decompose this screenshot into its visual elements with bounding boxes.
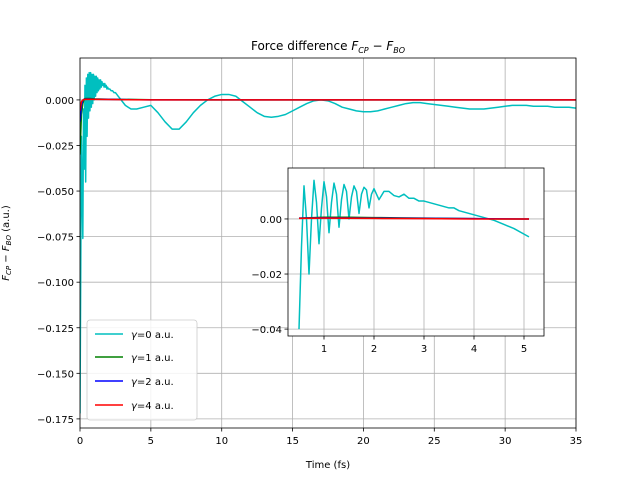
inset-plot-area [288, 168, 544, 336]
series-line-0 [80, 71, 576, 414]
inset-plot-frame [287, 167, 545, 337]
y-tick-label: −0.100 [37, 278, 74, 289]
series-line-0 [298, 179, 530, 330]
legend-label: γ=0 a.u. [131, 330, 174, 341]
series-line-3 [298, 217, 529, 220]
legend-entry: γ=2 a.u. [95, 377, 174, 388]
x-tick-label: 15 [286, 436, 299, 447]
y-tick-label: −0.04 [251, 325, 282, 336]
inset-plot: 1 2 3 4 5 0.00 −0.02 −0.04 [251, 167, 545, 355]
legend-label: γ=2 a.u. [131, 377, 174, 388]
y-tick-label: −0.02 [251, 270, 282, 281]
y-tick-label: −0.125 [37, 324, 74, 335]
y-tick-label: −0.050 [37, 187, 74, 198]
x-tick-label: 5 [521, 344, 527, 355]
x-tick-label: 35 [570, 436, 583, 447]
x-tick-label: 25 [428, 436, 441, 447]
y-tick-label: 0.00 [260, 215, 282, 226]
main-series-group [80, 71, 576, 414]
x-tick-label: 20 [357, 436, 370, 447]
x-tick-label: 4 [471, 344, 477, 355]
legend-label: γ=1 a.u. [131, 353, 174, 364]
legend-entry: γ=0 a.u. [95, 330, 174, 341]
x-tick-label: 2 [371, 344, 377, 355]
x-axis-label: Time (fs) [305, 460, 350, 471]
y-tick-label: −0.150 [37, 369, 74, 380]
legend-entry: γ=1 a.u. [95, 353, 174, 364]
y-tick-label: −0.025 [37, 141, 74, 152]
inset-ticks: 1 2 3 4 5 0.00 −0.02 −0.04 [251, 215, 527, 355]
chart-title: Force difference FCP − FBO [251, 39, 405, 55]
x-tick-label: 1 [321, 344, 327, 355]
main-ticks: 0 5 10 15 20 25 30 350.000−0.025−0.050−0.075−0.… [37, 96, 582, 447]
x-tick-label: 30 [499, 436, 512, 447]
y-axis-label: FCP − FBO (a.u.) [1, 205, 13, 281]
legend: γ=0 a.u. γ=1 a.u. γ=2 a.u. γ=4 a.u. [86, 319, 198, 421]
legend-label: γ=4 a.u. [131, 401, 174, 412]
x-tick-label: 0 [77, 436, 83, 447]
y-tick-label: −0.175 [37, 415, 74, 426]
x-tick-label: 10 [215, 436, 228, 447]
legend-box [86, 319, 198, 421]
series-line-3 [80, 98, 576, 111]
main-plot-frame [79, 57, 577, 429]
x-tick-label: 5 [148, 436, 154, 447]
y-tick-label: −0.075 [37, 233, 74, 244]
x-tick-label: 3 [421, 344, 427, 355]
inset-series-group [298, 179, 530, 330]
legend-entry: γ=4 a.u. [95, 401, 174, 412]
y-tick-label: 0.000 [45, 96, 74, 107]
